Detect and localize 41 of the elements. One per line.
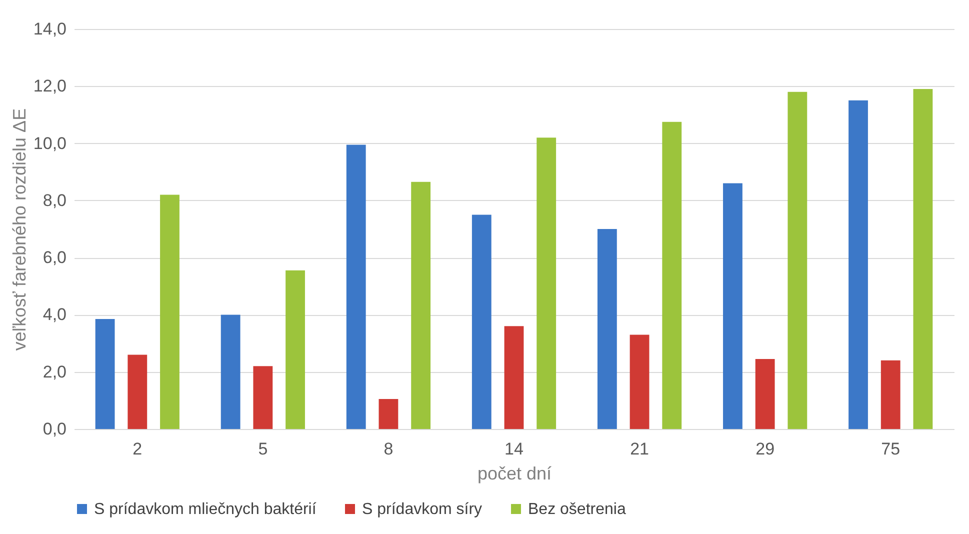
- bar: [597, 229, 617, 429]
- legend-label: Bez ošetrenia: [528, 501, 626, 518]
- bar: [95, 319, 115, 429]
- x-tick-label: 8: [384, 440, 394, 458]
- bar: [346, 144, 366, 429]
- bar: [723, 183, 742, 429]
- x-axis-title: počet dní: [477, 464, 552, 484]
- bar: [128, 354, 148, 429]
- bar: [880, 360, 900, 429]
- bar: [630, 334, 650, 429]
- y-tick-label: 6,0: [42, 248, 66, 268]
- bar: [504, 326, 524, 429]
- x-tick-label: 29: [756, 440, 775, 458]
- x-tick-label: 21: [630, 440, 649, 458]
- bar: [848, 100, 868, 429]
- bar: [411, 182, 431, 429]
- y-axis-title: veľkosť farebného rozdielu ΔE: [9, 108, 30, 351]
- y-tick-label: 12,0: [33, 76, 66, 96]
- y-tick-label: 8,0: [42, 190, 66, 210]
- bar: [913, 89, 933, 429]
- y-tick-label: 2,0: [42, 362, 66, 382]
- y-tick-label: 4,0: [42, 305, 66, 324]
- x-tick-label: 5: [258, 440, 268, 458]
- bar: [536, 138, 556, 429]
- legend-label: S prídavkom mliečnych baktérií: [94, 501, 317, 518]
- bar: [220, 314, 240, 429]
- y-tick-label: 10,0: [33, 134, 66, 153]
- bar: [788, 92, 808, 429]
- bar: [662, 122, 682, 429]
- x-tick-label: 14: [504, 440, 524, 458]
- bar: [755, 359, 775, 429]
- bar: [253, 366, 273, 429]
- x-tick-label: 2: [132, 440, 142, 458]
- bar: [286, 270, 305, 429]
- y-tick-label: 14,0: [33, 20, 66, 38]
- bar: [472, 214, 492, 429]
- bar: [378, 399, 398, 429]
- legend-label: S prídavkom síry: [362, 501, 482, 518]
- bar: [160, 194, 180, 429]
- x-tick-label: 75: [881, 440, 900, 458]
- y-tick-label: 0,0: [42, 420, 66, 438]
